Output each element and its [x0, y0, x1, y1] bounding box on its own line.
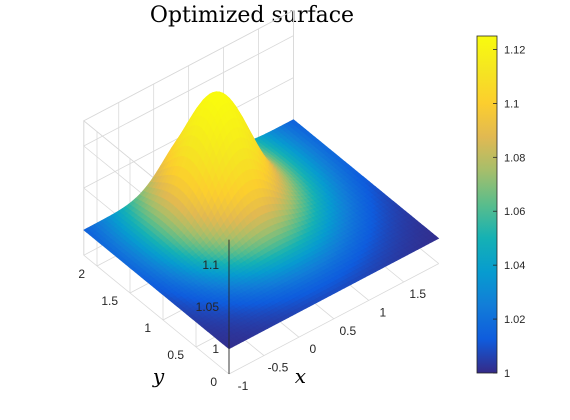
colorbar: 1 1.02 1.04 1.06 1.08 1.1 1.12 — [476, 35, 525, 380]
chart-title: Optimized surface — [150, 3, 354, 28]
colorbar-tick-label: 1.1 — [504, 98, 519, 110]
colorbar-tick-label: 1.08 — [504, 152, 525, 164]
colorbar-tick-label: 1.06 — [504, 206, 525, 218]
colorbar-tick-label: 1.04 — [504, 260, 525, 272]
colorbar-bar — [476, 35, 498, 374]
y-tick-label: 0.5 — [167, 348, 184, 362]
x-axis-label: x — [295, 364, 306, 388]
y-tick-label: 0 — [210, 375, 217, 389]
y-tick-label: 1.5 — [101, 294, 118, 308]
z-tick-label: 1.05 — [196, 300, 220, 314]
y-tick-label: 1 — [144, 321, 151, 335]
z-tick-label: 1 — [212, 342, 219, 356]
z-tick-label: 1.1 — [202, 258, 219, 272]
plot-area: -1 -0.5 0 0.5 1 1.5 0 0.5 1 1.5 2 1 1.05 1.1 x y — [78, 10, 440, 393]
grid-line-floor-y — [228, 263, 439, 375]
grid-line-floor-x — [83, 254, 230, 375]
tick-labels: -1 -0.5 0 0.5 1 1.5 0 0.5 1 1.5 2 1 1.05 1.1 — [78, 258, 426, 393]
y-tick-label: 2 — [78, 267, 85, 281]
colorbar-tick-label: 1.02 — [504, 314, 525, 326]
x-tick-label: 0.5 — [340, 324, 357, 338]
surface-patch — [431, 235, 440, 241]
x-tick-label: 0 — [310, 342, 317, 356]
colorbar-tick-label: 1.12 — [504, 44, 525, 56]
colorbar-tick-label: 1 — [504, 368, 510, 380]
x-tick-label: -1 — [238, 379, 249, 393]
y-axis-label: y — [152, 364, 165, 388]
x-tick-label: -0.5 — [268, 361, 289, 375]
x-tick-label: 1 — [379, 305, 386, 319]
x-tick-label: 1.5 — [409, 287, 426, 301]
surface — [83, 91, 440, 350]
